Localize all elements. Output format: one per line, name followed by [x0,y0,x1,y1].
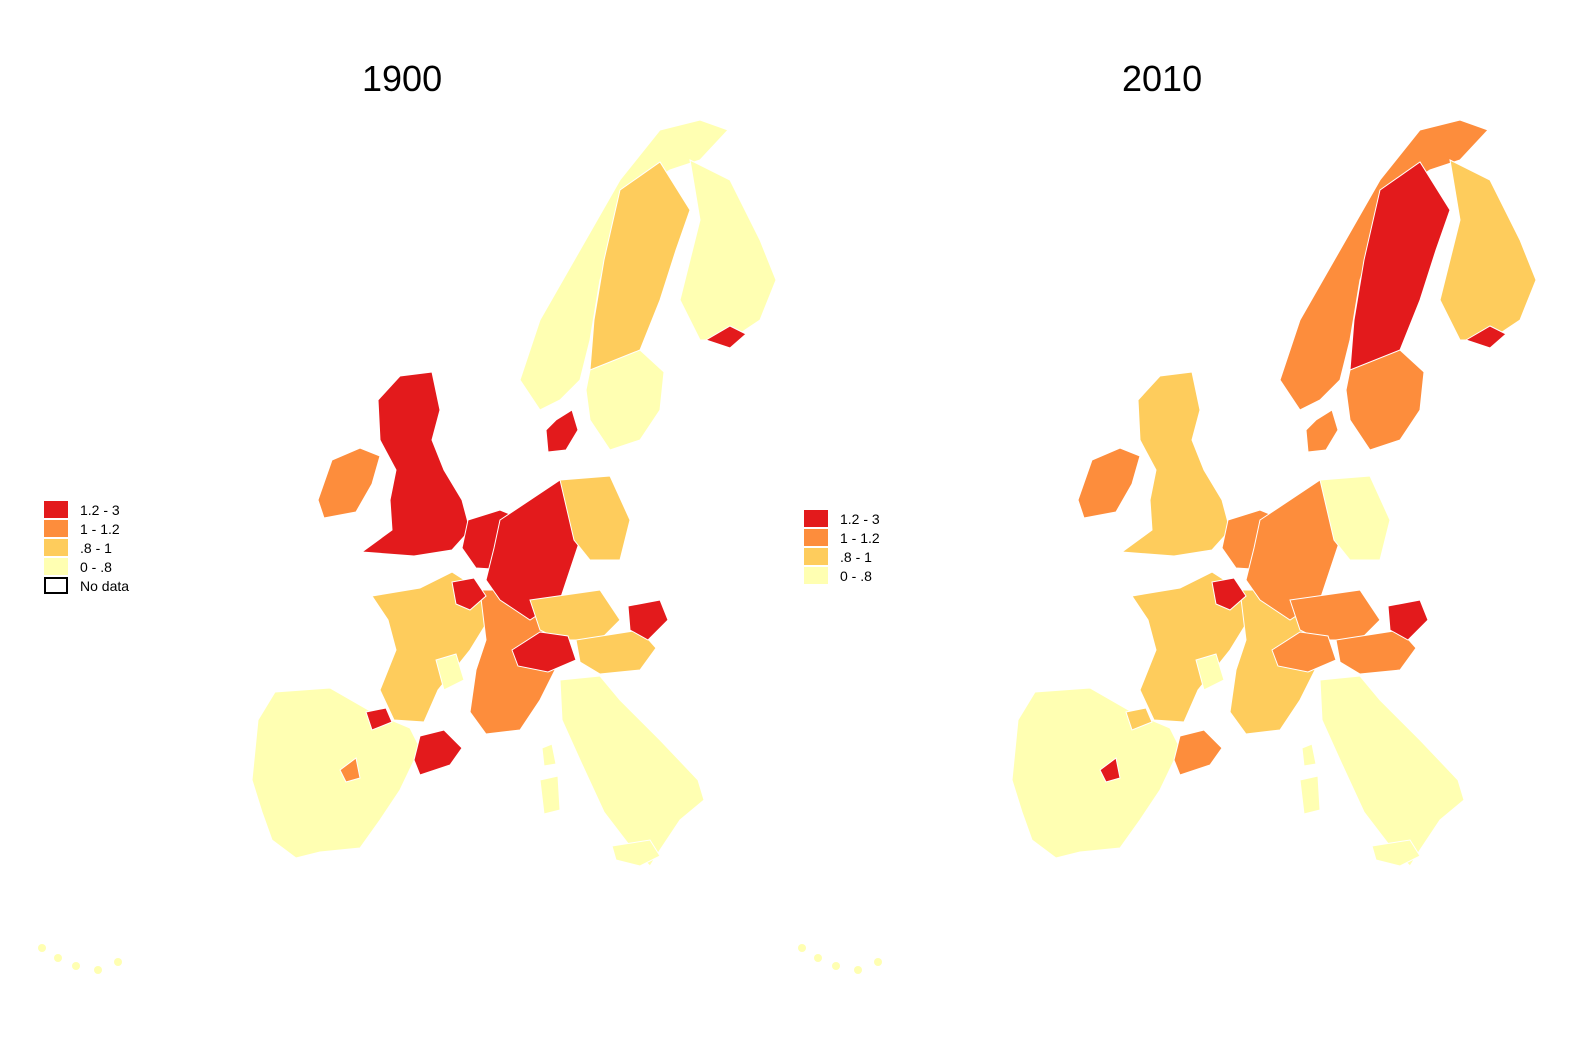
region-catalonia [413,729,463,776]
region-sweden-south [1345,349,1425,451]
map-title: 2010 [1122,58,1203,99]
region-sicily [1371,839,1421,867]
legend-item: 0 - .8 [804,566,880,585]
legend-label: 1 - 1.2 [840,529,880,546]
region-france-west [371,571,487,723]
region-basque [1125,707,1153,731]
legend-label: 1.2 - 3 [840,510,880,527]
legend-label: .8 - 1 [80,539,112,556]
region-italy [559,675,705,867]
legend: 1.2 - 3 1 - 1.2 .8 - 1 0 - .8 [804,509,880,585]
region-switzerland [511,631,577,673]
legend-swatch [44,520,68,537]
region-island [854,966,862,974]
region-germany-east [1319,475,1391,561]
map-panel-1900: 1900 1.2 - 3 1 - 1.2 .8 - 1 0 - .8 No data [38,58,777,974]
region-norway [1279,119,1489,411]
region-island [94,966,102,974]
legend-swatch [44,501,68,518]
europe-map [798,119,1537,974]
region-denmark [1305,409,1339,453]
region-island [798,944,806,952]
legend-item: 1.2 - 3 [44,500,129,519]
region-sardinia [539,775,561,815]
region-helsinki [704,325,747,349]
legend-label: 1.2 - 3 [80,501,120,518]
legend-item: 1 - 1.2 [44,519,129,538]
region-sweden-north [589,161,691,381]
region-germany-east [559,475,631,561]
region-ireland [317,447,381,519]
region-island [38,944,46,952]
map-panel-2010: 2010 1.2 - 3 1 - 1.2 .8 - 1 0 - .8 [760,0,1546,1048]
legend-swatch [804,510,828,527]
region-france-paris [451,577,487,611]
region-finland [1439,159,1537,341]
legend-label: 0 - .8 [840,567,872,584]
legend-item: .8 - 1 [44,538,129,557]
region-island [832,962,840,970]
region-island [874,958,882,966]
region-corsica [1301,743,1317,767]
europe-map [38,119,777,974]
region-sweden-south [585,349,665,451]
legend-swatch [44,558,68,575]
region-italy [1319,675,1465,867]
region-france-center [435,653,465,691]
legend-item: No data [44,576,129,595]
region-basque [365,707,393,731]
region-sweden-north [1349,161,1451,381]
region-madrid [1099,757,1121,783]
legend: 1.2 - 3 1 - 1.2 .8 - 1 0 - .8 No data [44,500,129,595]
region-bohemia [1387,599,1429,641]
region-helsinki [1464,325,1507,349]
legend-swatch [804,567,828,584]
legend-swatch [44,539,68,556]
region-sardinia [1299,775,1321,815]
legend-swatch [804,548,828,565]
region-france-paris [1211,577,1247,611]
region-switzerland [1271,631,1337,673]
region-britain [1120,371,1231,557]
region-island [814,954,822,962]
region-iberia [1011,687,1181,859]
region-france-west [1131,571,1247,723]
legend-swatch [804,529,828,546]
region-sicily [611,839,661,867]
region-bohemia [627,599,669,641]
region-denmark [545,409,579,453]
legend-swatch [44,577,68,594]
region-madrid [339,757,361,783]
region-france-center [1195,653,1225,691]
region-britain [360,371,471,557]
region-catalonia [1173,729,1223,776]
legend-item: 1 - 1.2 [804,528,880,547]
legend-label: 1 - 1.2 [80,520,120,537]
region-island [114,958,122,966]
map-title: 1900 [362,58,443,99]
region-ireland [1077,447,1141,519]
legend-label: No data [80,577,130,594]
region-corsica [541,743,557,767]
region-iberia [251,687,421,859]
legend-item: .8 - 1 [804,547,880,566]
region-norway [519,119,729,411]
region-island [72,962,80,970]
legend-item: 1.2 - 3 [804,509,880,528]
legend-item: 0 - .8 [44,557,129,576]
legend-label: .8 - 1 [840,548,872,565]
legend-label: 0 - .8 [80,558,112,575]
region-island [54,954,62,962]
